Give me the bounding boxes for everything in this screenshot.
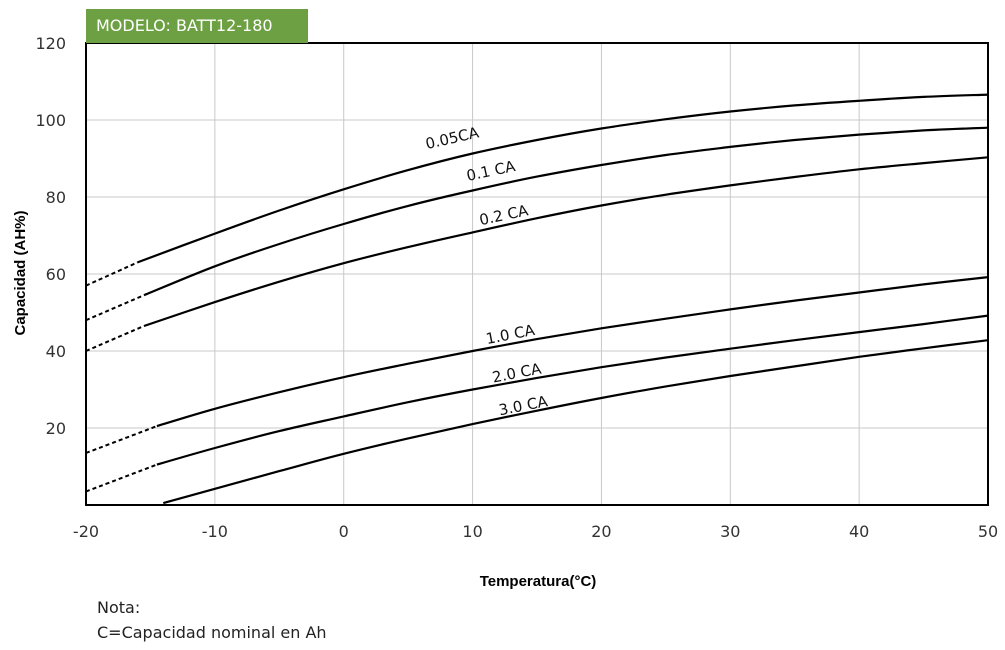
grid-lines [85, 42, 989, 505]
note-text: C=Capacidad nominal en Ah [97, 623, 327, 642]
series-line [156, 314, 989, 466]
y-tick-labels: 20 40 60 80 100 120 [35, 34, 66, 438]
series-line [137, 93, 989, 264]
model-badge: MODELO: BATT12-180 [86, 9, 308, 43]
x-axis-label: Temperatura(°C) [480, 573, 597, 590]
y-tick-label: 40 [46, 342, 66, 361]
series-extrapolation [85, 261, 138, 287]
y-tick-label: 100 [35, 111, 66, 130]
y-tick-label: 120 [35, 34, 66, 53]
series-extrapolation [85, 463, 158, 493]
x-tick-label: 30 [720, 522, 740, 541]
x-tick-label: -10 [202, 522, 228, 541]
x-tick-label: 10 [462, 522, 482, 541]
series-line [143, 156, 989, 328]
x-tick-labels: -20 -10 0 10 20 30 40 50 [73, 522, 998, 541]
curve-label: 3.0 CA [497, 392, 550, 419]
series-line [163, 339, 989, 505]
y-tick-label: 20 [46, 419, 66, 438]
series-curves [85, 93, 989, 505]
x-tick-label: -20 [73, 522, 99, 541]
series-extrapolation [85, 325, 145, 352]
y-axis-label: Capacidad (AH%) [12, 210, 29, 335]
x-tick-label: 40 [849, 522, 869, 541]
series-extrapolation [85, 294, 145, 322]
y-tick-label: 80 [46, 188, 66, 207]
x-tick-label: 50 [978, 522, 998, 541]
x-tick-label: 20 [591, 522, 611, 541]
series-extrapolation [85, 425, 158, 454]
x-tick-label: 0 [339, 522, 349, 541]
note-title: Nota: [97, 598, 141, 617]
series-line [143, 126, 989, 297]
plot-frame [85, 42, 989, 506]
y-tick-label: 60 [46, 265, 66, 284]
series-line [156, 276, 989, 428]
